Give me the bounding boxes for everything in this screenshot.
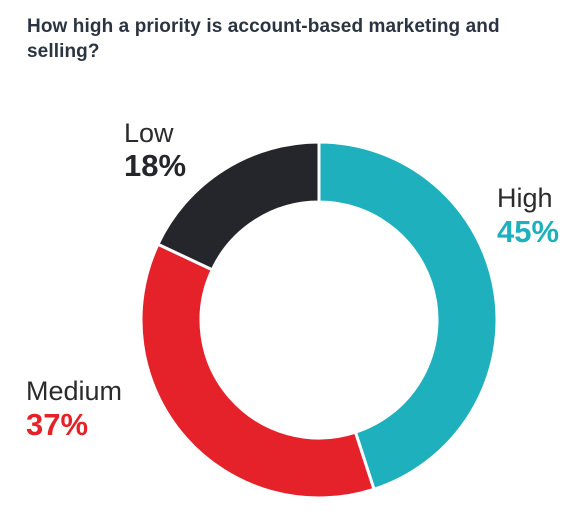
- slice-low: [155, 140, 321, 272]
- label-high-name: High: [497, 183, 553, 213]
- label-medium-name: Medium: [26, 376, 122, 406]
- slice-medium: [139, 242, 376, 500]
- label-medium-value: 37%: [26, 407, 88, 442]
- slice-high: [317, 140, 499, 492]
- donut-slices: [139, 140, 499, 500]
- label-low-value: 18%: [124, 148, 186, 183]
- label-high-value: 45%: [497, 214, 559, 249]
- label-low-name: Low: [124, 118, 174, 148]
- chart-title: How high a priority is account-based mar…: [27, 16, 500, 62]
